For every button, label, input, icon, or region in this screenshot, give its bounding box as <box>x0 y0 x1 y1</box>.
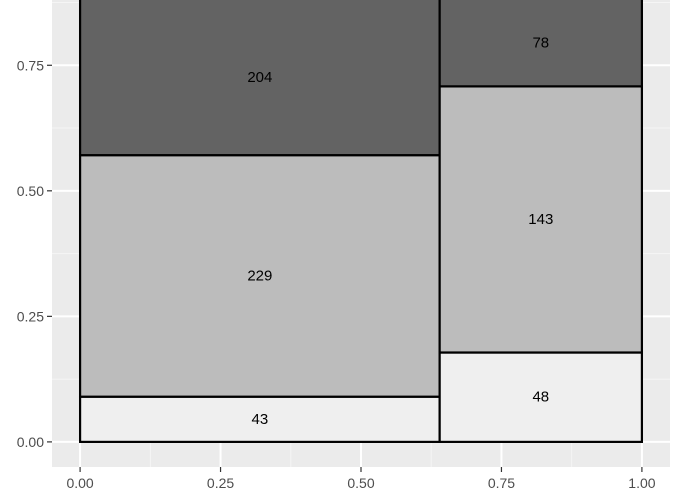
cell-value-label: 204 <box>247 69 272 86</box>
cell-value-label: 229 <box>247 267 272 284</box>
cell-value-label: 78 <box>532 35 549 52</box>
y-tick-label: 0.75 <box>17 57 44 73</box>
x-tick-label: 0.50 <box>347 475 374 491</box>
mosaic-cell <box>78 395 441 443</box>
mosaic-cell <box>438 0 644 88</box>
y-tick-label: 0.00 <box>17 434 44 450</box>
mosaic-cell <box>78 0 441 157</box>
y-axis: 0.00 0.25 0.50 0.75 <box>17 57 52 450</box>
mosaic-cell <box>78 154 441 398</box>
cell-value-label: 48 <box>532 389 549 406</box>
cell-value-label: 43 <box>252 411 269 428</box>
x-axis: 0.00 0.25 0.50 0.75 1.00 <box>66 467 656 491</box>
mosaic-cells <box>78 0 644 443</box>
x-tick-label: 0.75 <box>488 475 515 491</box>
mosaic-cell <box>438 85 644 354</box>
cell-labels: 43 229 204 48 143 78 <box>247 35 553 428</box>
cell-value-label: 143 <box>528 211 553 228</box>
y-tick-label: 0.50 <box>17 183 44 199</box>
x-tick-label: 1.00 <box>628 475 655 491</box>
x-tick-label: 0.00 <box>66 475 93 491</box>
y-tick-label: 0.25 <box>17 308 44 324</box>
x-tick-label: 0.25 <box>207 475 234 491</box>
